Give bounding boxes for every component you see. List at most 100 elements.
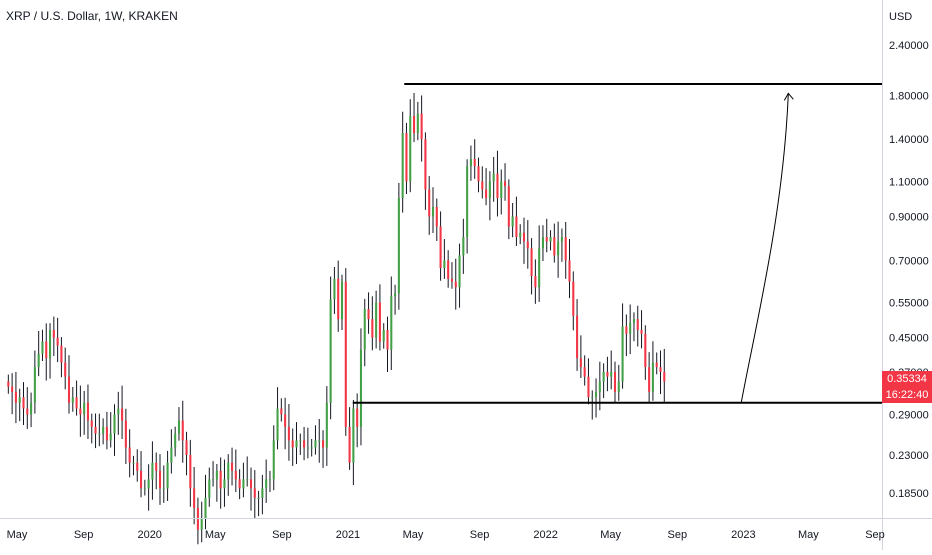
candle-body [253, 488, 256, 498]
candle-body [204, 497, 207, 519]
candle-body [473, 159, 476, 167]
candle-body [147, 479, 150, 489]
candle-body [640, 330, 643, 334]
candle-body [435, 207, 438, 227]
time-tick-label: May [403, 529, 424, 541]
candle-body [26, 408, 29, 415]
price-tick-label: 2.40000 [889, 40, 929, 52]
candle-body [306, 447, 309, 449]
candle-body [261, 488, 264, 498]
candle-body [560, 237, 563, 242]
candle-body [94, 426, 97, 434]
candle-body [113, 414, 116, 434]
candle-body [526, 241, 529, 249]
candle-body [33, 367, 36, 403]
candle-body [466, 166, 469, 238]
candle-body [230, 462, 234, 471]
candle-body [617, 381, 620, 392]
candle-body [564, 237, 567, 261]
candle-body [83, 402, 86, 415]
candle-body [109, 433, 112, 441]
candle-body [268, 479, 272, 481]
candle-body [162, 488, 165, 490]
candle-body [439, 226, 442, 269]
projection-arrow[interactable] [740, 93, 789, 403]
candle-body [367, 309, 370, 320]
candle-body [488, 181, 491, 199]
candle-body [416, 113, 419, 134]
candle-body [14, 391, 17, 403]
candle-body [390, 296, 393, 350]
time-tick-label: Sep [74, 529, 94, 541]
price-tick-label: 0.45000 [889, 333, 929, 345]
candle-body [549, 237, 552, 242]
time-tick-label: 2020 [137, 529, 161, 541]
candle-body [576, 315, 579, 359]
candle-body [397, 198, 400, 294]
candle-body [458, 255, 461, 288]
candle-body [610, 371, 613, 377]
candle-body [287, 426, 290, 441]
candle-body [227, 462, 230, 480]
projection-arrowhead[interactable] [783, 92, 794, 101]
candle-body [462, 237, 465, 256]
price-tick-label: 1.10000 [889, 176, 929, 188]
candle-body [579, 358, 582, 368]
candle-body [371, 319, 374, 338]
price-tick-label: 0.18500 [889, 488, 929, 500]
candle-body [79, 408, 82, 415]
candle-body [500, 181, 503, 199]
candle-body [242, 479, 245, 489]
candle-body [272, 440, 275, 480]
candle-body [329, 299, 332, 403]
candle-body [215, 470, 218, 480]
candle-body [11, 386, 14, 392]
candle-body [102, 426, 105, 434]
candle-body [629, 322, 632, 334]
candle-body [128, 447, 131, 463]
candle-body [492, 173, 495, 182]
candle-body [189, 454, 192, 489]
time-tick-label: Sep [272, 529, 292, 541]
candle-body [443, 260, 446, 269]
candle-body [621, 326, 624, 382]
price-tick-label: 1.80000 [889, 90, 929, 102]
drawings[interactable] [352, 83, 882, 404]
candle-body [515, 216, 518, 238]
candle-body [170, 447, 173, 463]
candle-body [598, 381, 601, 392]
candle-body [75, 397, 78, 409]
candle-body [177, 420, 181, 434]
candle-body [587, 376, 590, 398]
candle-body [280, 408, 283, 415]
candle-body [166, 462, 169, 489]
candle-body [572, 281, 575, 316]
candle-body [401, 133, 404, 199]
candle-body [276, 408, 279, 441]
candle-body [541, 237, 545, 249]
time-tick-label: May [798, 529, 819, 541]
candle-body [41, 341, 44, 354]
candle-body [477, 166, 480, 182]
time-tick-label: Sep [668, 529, 688, 541]
candle-body [553, 237, 556, 256]
candle-body [496, 173, 499, 199]
candle-body [481, 181, 484, 190]
candle-body [303, 440, 306, 448]
candle-body [428, 189, 431, 217]
candle-body [375, 302, 378, 338]
candle-body [378, 302, 381, 342]
time-tick-label: May [7, 529, 28, 541]
candle-body [234, 470, 237, 480]
candle-body [359, 349, 363, 427]
chart-title: XRP / U.S. Dollar, 1W, KRAKEN [6, 9, 178, 23]
candle-body [450, 278, 454, 282]
candle-body [485, 189, 488, 199]
candle-body [511, 216, 514, 227]
candle-body [181, 420, 184, 441]
candle-body [344, 281, 347, 427]
price-tick-label: 0.55000 [889, 298, 929, 310]
candle-body [121, 408, 124, 421]
